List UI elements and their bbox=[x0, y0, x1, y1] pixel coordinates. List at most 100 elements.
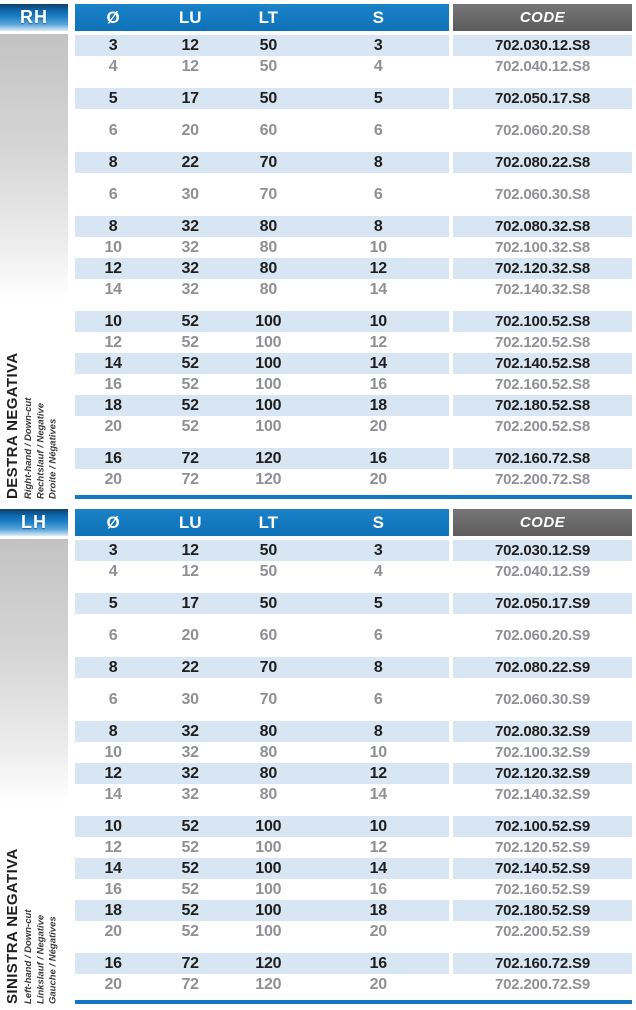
row-main-cell: 6 20 60 6 bbox=[75, 120, 449, 141]
cell-s: 5 bbox=[373, 594, 383, 612]
row-main-cell: 16 72 120 16 bbox=[75, 448, 449, 469]
cell-code: 702.200.52.S9 bbox=[495, 923, 590, 940]
col-header-diameter: Ø bbox=[106, 7, 120, 27]
col-header-lu: LU bbox=[178, 512, 202, 532]
cell-s: 4 bbox=[373, 57, 383, 75]
cell-code: 702.040.12.S9 bbox=[495, 563, 590, 580]
table-body: 3 12 50 3 702.030.12.S8 4 12 50 4 702.040.12.S8 5 1… bbox=[75, 35, 632, 490]
cell-diameter: 20 bbox=[104, 417, 122, 435]
cell-s: 12 bbox=[369, 764, 388, 782]
cell-lt: 80 bbox=[259, 280, 278, 298]
side-label-rh: DESTRA NEGATIVA Right-hand / Down-cut Re… bbox=[4, 297, 60, 499]
left-gradient-panel bbox=[0, 539, 68, 804]
col-header-s: S bbox=[372, 7, 384, 27]
cell-s: 12 bbox=[369, 259, 388, 277]
cell-lu: 20 bbox=[181, 626, 199, 644]
cell-s: 6 bbox=[373, 690, 383, 708]
cell-lt: 100 bbox=[255, 312, 282, 330]
row-main-cell: 4 12 50 4 bbox=[75, 561, 449, 582]
row-main-cell: 3 12 50 3 bbox=[75, 540, 449, 561]
row-group: 5 17 50 5 702.050.17.S9 bbox=[75, 593, 632, 614]
col-header-lu: LU bbox=[178, 7, 202, 27]
cell-s: 10 bbox=[369, 238, 388, 256]
left-gradient-panel bbox=[0, 34, 68, 299]
row-group: 8 32 80 8 702.080.32.S8 10 32 80 10 702.100.32.S8… bbox=[75, 216, 632, 300]
row-group: 10 52 100 10 702.100.52.S9 12 52 100 12 702.120.5… bbox=[75, 816, 632, 942]
cell-lt: 120 bbox=[255, 975, 282, 993]
cell-s: 3 bbox=[373, 36, 383, 54]
cell-lu: 22 bbox=[181, 658, 199, 676]
row-group: 8 22 70 8 702.080.22.S9 bbox=[75, 657, 632, 678]
cell-lt: 80 bbox=[259, 238, 278, 256]
cell-s: 16 bbox=[369, 880, 388, 898]
table-row: 12 52 100 12 702.120.52.S8 bbox=[75, 332, 632, 353]
cell-s: 6 bbox=[373, 626, 383, 644]
row-main-cell: 6 30 70 6 bbox=[75, 689, 449, 710]
cell-diameter: 18 bbox=[104, 901, 122, 919]
cell-lt: 80 bbox=[259, 259, 278, 277]
table-header: Ø LU LT S CODE bbox=[75, 4, 632, 31]
table-row: 18 52 100 18 702.180.52.S9 bbox=[75, 900, 632, 921]
cell-diameter: 8 bbox=[108, 722, 118, 740]
row-group: 8 22 70 8 702.080.22.S8 bbox=[75, 152, 632, 173]
cell-diameter: 8 bbox=[108, 153, 118, 171]
table-row: 16 72 120 16 702.160.72.S8 bbox=[75, 448, 632, 469]
cell-lu: 12 bbox=[181, 57, 199, 75]
cell-lu: 72 bbox=[181, 954, 199, 972]
cell-lu: 30 bbox=[181, 690, 199, 708]
cell-diameter: 16 bbox=[104, 449, 122, 467]
data-table-rh: Ø LU LT S CODE 3 12 50 3 702.030.12.S8 4 12 50 4… bbox=[75, 4, 632, 490]
cell-diameter: 3 bbox=[108, 541, 118, 559]
cell-s: 18 bbox=[369, 396, 388, 414]
cell-lt: 50 bbox=[259, 594, 278, 612]
row-main-cell: 20 52 100 20 bbox=[75, 416, 449, 437]
cell-code: 702.160.52.S8 bbox=[495, 376, 590, 393]
cell-s: 14 bbox=[369, 859, 388, 877]
cell-diameter: 5 bbox=[108, 594, 118, 612]
cell-lt: 50 bbox=[259, 89, 278, 107]
cell-code: 702.060.30.S9 bbox=[495, 691, 590, 708]
side-label-lh: SINISTRA NEGATIVA Left-hand / Down-cut L… bbox=[4, 802, 60, 1004]
row-main-cell: 8 22 70 8 bbox=[75, 657, 449, 678]
cell-lt: 80 bbox=[259, 764, 278, 782]
cell-s: 3 bbox=[373, 541, 383, 559]
cell-lt: 100 bbox=[255, 922, 282, 940]
cell-diameter: 10 bbox=[104, 312, 122, 330]
cell-lt: 100 bbox=[255, 396, 282, 414]
cell-diameter: 14 bbox=[104, 785, 122, 803]
cell-lt: 100 bbox=[255, 838, 282, 856]
table-row: 14 52 100 14 702.140.52.S8 bbox=[75, 353, 632, 374]
cell-diameter: 12 bbox=[104, 259, 122, 277]
table-row: 4 12 50 4 702.040.12.S9 bbox=[75, 561, 632, 582]
cell-lt: 80 bbox=[259, 217, 278, 235]
table-row: 10 32 80 10 702.100.32.S9 bbox=[75, 742, 632, 763]
cell-lu: 12 bbox=[181, 36, 199, 54]
cell-diameter: 10 bbox=[104, 743, 122, 761]
cell-code: 702.060.20.S9 bbox=[495, 627, 590, 644]
table-row: 14 32 80 14 702.140.32.S9 bbox=[75, 784, 632, 805]
cell-diameter: 12 bbox=[104, 333, 122, 351]
row-group: 16 72 120 16 702.160.72.S8 20 72 120 20 702.200.7… bbox=[75, 448, 632, 490]
table-row: 12 52 100 12 702.120.52.S9 bbox=[75, 837, 632, 858]
cell-lu: 52 bbox=[181, 817, 199, 835]
row-main-cell: 6 30 70 6 bbox=[75, 184, 449, 205]
cell-lt: 80 bbox=[259, 743, 278, 761]
cell-code: 702.100.32.S9 bbox=[495, 744, 590, 761]
cell-diameter: 16 bbox=[104, 375, 122, 393]
table-row: 20 72 120 20 702.200.72.S9 bbox=[75, 974, 632, 995]
cell-code: 702.080.22.S9 bbox=[453, 657, 632, 678]
cell-diameter: 14 bbox=[104, 280, 122, 298]
cell-code: 702.160.72.S8 bbox=[453, 448, 632, 469]
cell-lu: 72 bbox=[181, 975, 199, 993]
row-main-cell: 12 52 100 12 bbox=[75, 837, 449, 858]
row-main-cell: 8 32 80 8 bbox=[75, 216, 449, 237]
cell-diameter: 6 bbox=[108, 121, 118, 139]
cell-code: 702.120.32.S8 bbox=[453, 258, 632, 279]
cell-lu: 52 bbox=[181, 396, 199, 414]
cell-s: 6 bbox=[373, 121, 383, 139]
row-main-cell: 16 72 120 16 bbox=[75, 953, 449, 974]
row-main-cell: 16 52 100 16 bbox=[75, 374, 449, 395]
col-header-code: CODE bbox=[453, 509, 632, 536]
cell-lt: 70 bbox=[259, 690, 278, 708]
row-group: 10 52 100 10 702.100.52.S8 12 52 100 12 702.120.5… bbox=[75, 311, 632, 437]
